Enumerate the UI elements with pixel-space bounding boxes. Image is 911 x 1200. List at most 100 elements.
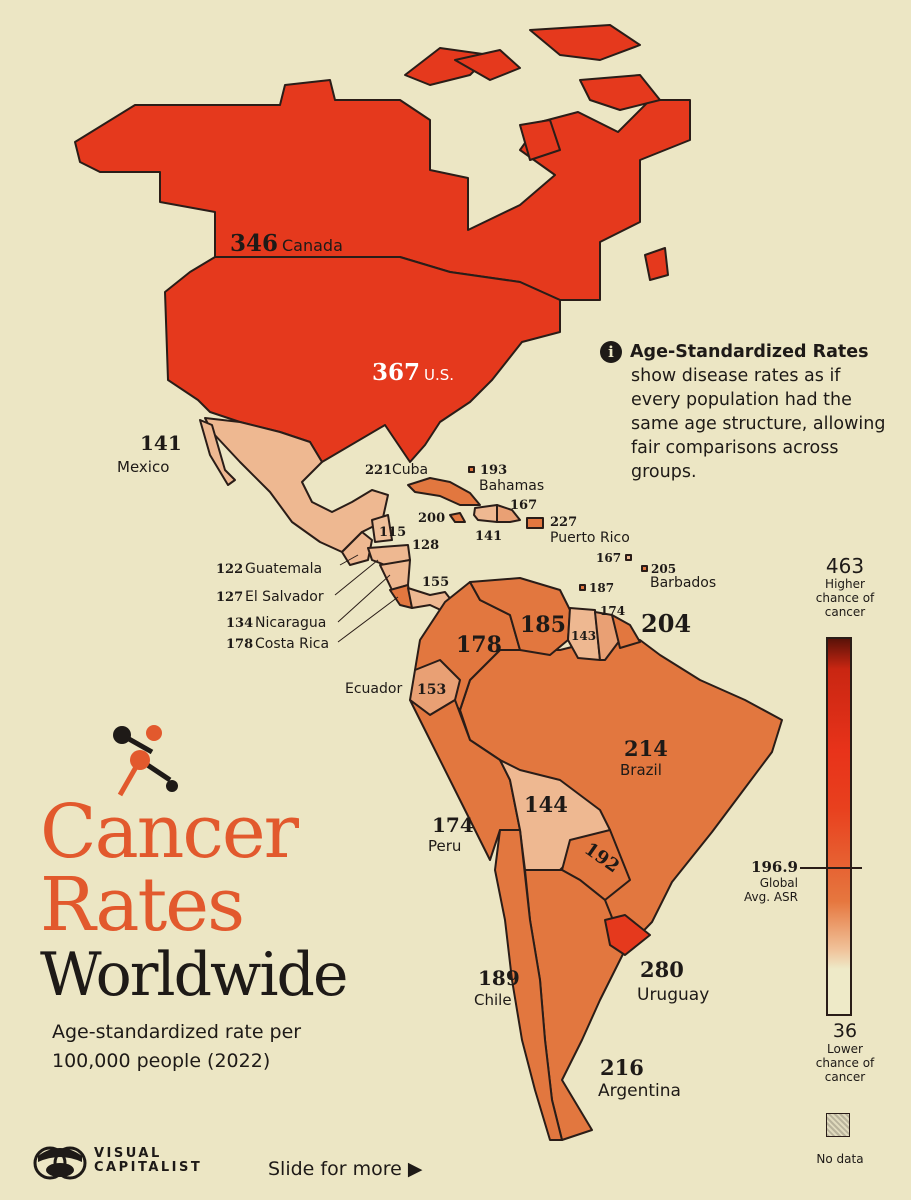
no-data-swatch	[826, 1113, 850, 1137]
country-haiti	[473, 504, 498, 523]
binoculars-icon	[33, 1146, 87, 1180]
label-belize: 115	[379, 525, 406, 540]
country-canada	[74, 24, 691, 301]
svg-text:346: 346	[230, 230, 278, 257]
leader-lines	[334, 554, 399, 643]
brand-line-2: CAPITALIST	[94, 1160, 203, 1175]
svg-text:193: 193	[480, 463, 507, 478]
label-canada: 346 Canada	[230, 230, 343, 257]
svg-text:Brazil: Brazil	[620, 761, 662, 779]
title-line-1: Cancer	[40, 789, 299, 875]
legend-average-value: 196.9	[751, 858, 798, 876]
label-costa-rica: 178 Costa Rica	[226, 636, 329, 652]
country-puerto-rico	[526, 517, 544, 529]
svg-text:127: 127	[216, 590, 243, 605]
country-venezuela	[469, 577, 571, 656]
label-el-salvador: 127 El Salvador	[216, 589, 324, 605]
svg-text:205: 205	[651, 562, 676, 576]
label-us: 367 U.S.	[372, 359, 454, 386]
subtitle: Age-standardized rate per 100,000 people…	[52, 1021, 302, 1072]
no-data-label: No data	[816, 1152, 864, 1166]
svg-text:Uruguay: Uruguay	[637, 985, 709, 1005]
global-average-marker	[800, 867, 862, 869]
label-mexico: 141 Mexico	[117, 431, 182, 476]
label-cuba: 221 Cuba	[365, 462, 428, 478]
title-line-3: Worldwide	[40, 940, 348, 1010]
svg-text:U.S.: U.S.	[424, 366, 454, 384]
svg-text:134: 134	[226, 616, 253, 631]
svg-text:221: 221	[365, 463, 392, 478]
info-body: show disease rates as if every populatio…	[631, 366, 886, 482]
country-french-guiana	[611, 614, 641, 649]
label-uruguay: 280 Uruguay	[637, 957, 709, 1005]
label-dominican-republic: 167	[510, 498, 537, 513]
country-cuba	[407, 477, 481, 506]
info-heading: Age-Standardized Rates	[630, 342, 869, 362]
legend-min-value: 36	[832, 1020, 858, 1042]
country-mexico	[204, 417, 389, 553]
info-box: i Age-Standardized Rates show disease rat…	[600, 340, 890, 484]
info-icon: i	[600, 341, 622, 363]
svg-text:El Salvador: El Salvador	[245, 589, 324, 605]
country-dominican-republic	[496, 504, 521, 523]
country-barbados	[641, 565, 648, 572]
title-line-2: Rates	[40, 862, 245, 948]
svg-text:Costa Rica: Costa Rica	[255, 636, 329, 652]
svg-text:178: 178	[226, 637, 253, 652]
label-haiti: 141	[475, 529, 502, 544]
legend-min-label: Lower chance of cancer	[815, 1042, 875, 1084]
label-colombia: 178	[456, 632, 502, 658]
slide-text: Slide for more	[268, 1158, 402, 1180]
svg-text:Mexico: Mexico	[117, 458, 169, 476]
svg-text:Chile: Chile	[474, 991, 512, 1009]
label-nicaragua: 134 Nicaragua	[226, 615, 326, 631]
color-scale-bar	[826, 637, 852, 1016]
svg-text:Canada: Canada	[282, 236, 343, 255]
svg-text:Cuba: Cuba	[392, 462, 428, 478]
legend-average: 196.9 Global Avg. ASR	[730, 858, 798, 904]
legend-min: 36 Lower chance of cancer	[790, 1020, 900, 1084]
legend-max-value: 463	[825, 554, 865, 578]
label-french-guiana: 204	[641, 609, 691, 638]
svg-text:214: 214	[624, 736, 668, 761]
label-honduras: 128	[412, 538, 439, 553]
label-island-167: 167	[596, 551, 621, 565]
label-guatemala: 122 Guatemala	[216, 561, 322, 577]
country-belize	[371, 514, 393, 543]
svg-text:280: 280	[640, 957, 684, 982]
label-jamaica: 200	[418, 511, 445, 526]
molecule-icon	[113, 725, 178, 797]
svg-text:122: 122	[216, 562, 243, 577]
svg-text:141: 141	[140, 431, 182, 455]
play-triangle-icon: ▶	[407, 1158, 423, 1180]
label-ecuador: Ecuador 153	[345, 681, 446, 698]
legend-max-label: Higher chance of cancer	[815, 577, 875, 619]
slide-for-more-link[interactable]: Slide for more ▶	[268, 1158, 422, 1180]
island-167	[625, 554, 632, 561]
country-bahamas	[468, 466, 475, 473]
legend-average-label: Global Avg. ASR	[743, 876, 798, 904]
label-suriname: 174	[600, 604, 625, 618]
visual-capitalist-logo: VISUAL CAPITALIST	[32, 1140, 202, 1182]
svg-text:216: 216	[600, 1055, 644, 1080]
svg-text:Ecuador: Ecuador	[345, 681, 402, 697]
svg-text:Guatemala: Guatemala	[245, 561, 322, 577]
svg-text:Argentina: Argentina	[598, 1081, 681, 1101]
country-chile	[494, 829, 563, 1141]
svg-text:174: 174	[432, 813, 474, 837]
baja-california	[199, 419, 236, 486]
country-us	[164, 256, 561, 463]
label-bolivia: 144	[524, 792, 568, 817]
label-venezuela: 185	[520, 612, 566, 638]
svg-text:189: 189	[478, 966, 520, 990]
island-187	[579, 584, 586, 591]
label-guyana: 143	[571, 629, 596, 643]
svg-text:Peru: Peru	[428, 837, 461, 855]
svg-text:153: 153	[417, 682, 446, 698]
svg-text:367: 367	[372, 359, 420, 386]
